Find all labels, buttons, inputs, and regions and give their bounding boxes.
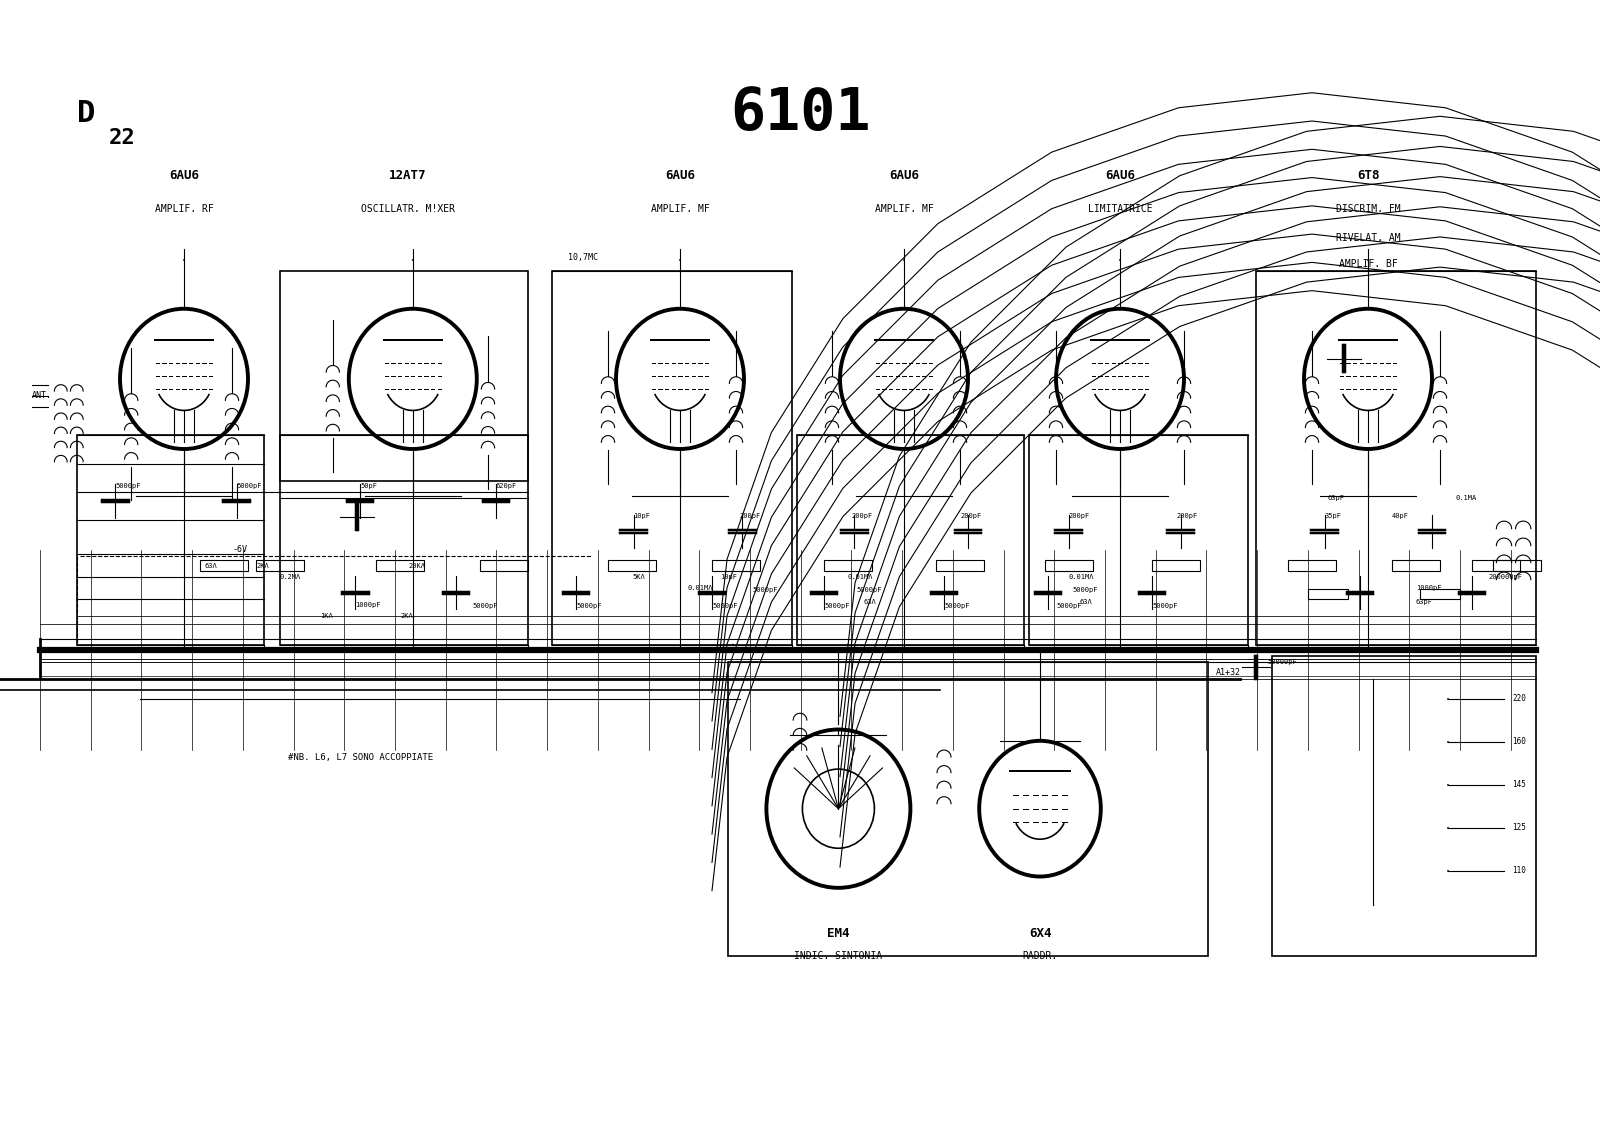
Text: 0.01MΛ: 0.01MΛ: [688, 585, 714, 592]
Bar: [1045, 560, 1093, 571]
Text: 6AU6: 6AU6: [170, 169, 198, 182]
Bar: [376, 560, 424, 571]
Bar: [1288, 560, 1336, 571]
Text: 0.01MΛ: 0.01MΛ: [848, 573, 874, 580]
Bar: [1152, 560, 1200, 571]
Text: 5000pF: 5000pF: [1072, 587, 1098, 594]
Text: 20KΛ: 20KΛ: [408, 562, 426, 569]
Text: 200pF: 200pF: [739, 512, 760, 519]
Text: 10,7MC: 10,7MC: [568, 253, 598, 262]
Text: 10pF: 10pF: [634, 512, 651, 519]
Text: 6X4: 6X4: [1029, 926, 1051, 940]
Text: 160: 160: [1512, 737, 1526, 746]
Text: 63Λ: 63Λ: [1080, 598, 1093, 605]
Bar: [552, 271, 792, 645]
Bar: [200, 560, 248, 571]
Text: RIVELAT. AM: RIVELAT. AM: [1336, 233, 1400, 242]
Text: 0.1MA: 0.1MA: [1456, 494, 1477, 501]
Text: 63Λ: 63Λ: [864, 598, 877, 605]
Text: DISCRIM. FM: DISCRIM. FM: [1336, 205, 1400, 214]
Bar: [608, 560, 656, 571]
Bar: [480, 560, 528, 571]
Text: 22: 22: [109, 128, 136, 148]
Text: 5000pF: 5000pF: [752, 587, 778, 594]
Text: 10pF: 10pF: [720, 573, 738, 580]
Text: 5000pF: 5000pF: [944, 603, 970, 610]
Text: LIMITATRICE: LIMITATRICE: [1088, 205, 1152, 214]
Text: 40pF: 40pF: [1392, 512, 1410, 519]
Text: AMPLIF. BF: AMPLIF. BF: [1339, 259, 1397, 268]
Text: 6101: 6101: [730, 85, 870, 141]
Text: 5000pF: 5000pF: [856, 587, 882, 594]
Text: AMPLIF. MF: AMPLIF. MF: [651, 205, 709, 214]
Text: 5000pF: 5000pF: [824, 603, 850, 610]
Text: #NB. L6, L7 SONO ACCOPPIATE: #NB. L6, L7 SONO ACCOPPIATE: [288, 753, 434, 762]
Text: EM4: EM4: [827, 926, 850, 940]
Text: A1+32: A1+32: [1216, 668, 1242, 677]
Text: 0.2MΛ: 0.2MΛ: [280, 573, 301, 580]
Text: 1KΛ: 1KΛ: [320, 613, 333, 620]
Text: 35pF: 35pF: [1325, 512, 1342, 519]
Bar: [1392, 560, 1440, 571]
Text: 6AU6: 6AU6: [890, 169, 918, 182]
Text: 200pF: 200pF: [851, 512, 872, 519]
Text: 200pF: 200pF: [960, 512, 981, 519]
Text: 6T8: 6T8: [1357, 169, 1379, 182]
Bar: [1472, 560, 1520, 571]
Bar: [1272, 656, 1536, 956]
Bar: [280, 435, 528, 645]
Bar: [256, 560, 304, 571]
Text: 5000pF: 5000pF: [1152, 603, 1178, 610]
Text: 125: 125: [1512, 823, 1526, 832]
Text: D: D: [77, 98, 94, 128]
Text: RADDR.: RADDR.: [1022, 951, 1058, 960]
Text: INDIC. SINTONIA: INDIC. SINTONIA: [794, 951, 883, 960]
Text: AMPLIF. MF: AMPLIF. MF: [875, 205, 933, 214]
Bar: [1493, 560, 1541, 571]
Text: 2KΛ: 2KΛ: [400, 613, 413, 620]
Text: 50000pF: 50000pF: [1267, 658, 1298, 665]
Text: 200pF: 200pF: [1069, 512, 1090, 519]
Bar: [280, 271, 528, 481]
Text: 220: 220: [1512, 694, 1526, 703]
Text: 6AU6: 6AU6: [666, 169, 694, 182]
Text: 5000pF: 5000pF: [712, 603, 738, 610]
Text: 5000pF: 5000pF: [237, 483, 262, 490]
Bar: [797, 435, 1024, 645]
Text: 2KΛ: 2KΛ: [256, 562, 269, 569]
Bar: [1029, 435, 1248, 645]
Bar: [1256, 271, 1536, 645]
Text: 50pF: 50pF: [360, 483, 378, 490]
Text: 63Λ: 63Λ: [205, 562, 218, 569]
Text: 200000pF: 200000pF: [1488, 573, 1522, 580]
Bar: [1421, 589, 1459, 599]
Text: 12AT7: 12AT7: [389, 169, 427, 182]
Text: 5KΛ: 5KΛ: [632, 573, 645, 580]
Text: AMPLIF. RF: AMPLIF. RF: [155, 205, 213, 214]
Text: 200pF: 200pF: [1176, 512, 1197, 519]
Text: ANT.: ANT.: [32, 391, 51, 400]
Bar: [712, 560, 760, 571]
Text: 63pF: 63pF: [1328, 494, 1346, 501]
Text: 5000pF: 5000pF: [472, 603, 498, 610]
Text: OSCILLATR. M!XER: OSCILLATR. M!XER: [362, 205, 454, 214]
Bar: [1309, 589, 1347, 599]
Bar: [824, 560, 872, 571]
Text: 110: 110: [1512, 866, 1526, 875]
Text: 63pF: 63pF: [1416, 598, 1434, 605]
Bar: [936, 560, 984, 571]
Text: 5000pF: 5000pF: [115, 483, 141, 490]
Text: 0.01MΛ: 0.01MΛ: [1069, 573, 1094, 580]
Text: -6V: -6V: [232, 545, 248, 554]
Text: 5000pF: 5000pF: [576, 603, 602, 610]
Text: 6AU6: 6AU6: [1106, 169, 1134, 182]
Bar: [77, 435, 264, 645]
Text: 5000pF: 5000pF: [1056, 603, 1082, 610]
Text: 145: 145: [1512, 780, 1526, 789]
Bar: [728, 662, 1208, 956]
Text: 1000pF: 1000pF: [355, 602, 381, 608]
Text: 1000pF: 1000pF: [1416, 585, 1442, 592]
Text: 620pF: 620pF: [496, 483, 517, 490]
